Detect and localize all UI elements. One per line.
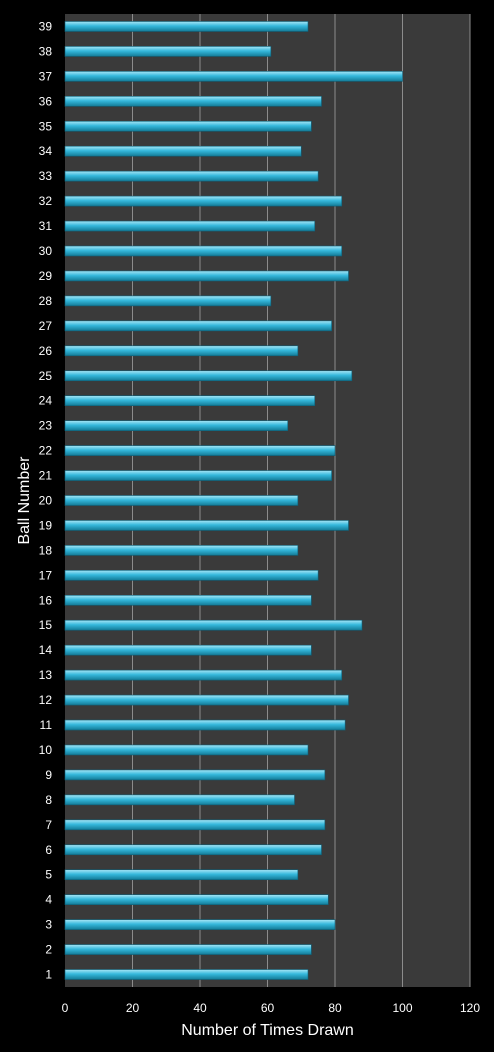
y-tick-label: 14 (39, 643, 53, 657)
y-tick-label: 17 (39, 568, 53, 582)
y-tick-label: 33 (39, 169, 53, 183)
y-tick-label: 7 (45, 818, 52, 832)
bar-ball-20 (64, 495, 299, 506)
y-tick-label: 22 (39, 444, 53, 458)
bar-ball-39 (64, 21, 309, 32)
bar-ball-35 (64, 120, 312, 132)
bar-ball-5 (64, 869, 299, 881)
y-tick-label: 6 (45, 843, 52, 857)
bar-ball-16 (64, 594, 312, 606)
x-tick-label: 40 (193, 1001, 207, 1015)
y-tick-label: 28 (39, 294, 53, 308)
y-tick-labels: 1234567891011121314151617181920212223242… (39, 19, 53, 981)
x-tick-label: 80 (328, 1001, 342, 1015)
y-tick-label: 2 (45, 943, 52, 957)
y-tick-label: 10 (39, 743, 53, 757)
bar-ball-14 (64, 644, 312, 656)
y-tick-label: 26 (39, 344, 53, 358)
y-tick-label: 11 (40, 718, 53, 732)
bar-ball-8 (64, 794, 295, 806)
bar-ball-11 (64, 719, 346, 731)
y-tick-label: 37 (39, 69, 53, 83)
y-tick-label: 1 (45, 968, 52, 982)
y-tick-label: 18 (39, 543, 53, 557)
bar-ball-3 (64, 919, 336, 930)
y-tick-label: 25 (39, 369, 53, 383)
bar-ball-33 (64, 170, 319, 182)
y-tick-label: 35 (39, 119, 53, 133)
bar-ball-38 (64, 46, 272, 57)
x-axis-title: Number of Times Drawn (181, 1022, 354, 1039)
bar-ball-37 (64, 71, 403, 82)
y-axis-title: Ball Number (16, 456, 33, 545)
bar-ball-30 (64, 245, 343, 257)
y-tick-label: 9 (45, 768, 52, 782)
x-tick-label: 20 (126, 1001, 140, 1015)
bar-ball-28 (64, 295, 272, 307)
y-tick-label: 38 (39, 44, 53, 58)
bar-ball-31 (64, 220, 316, 232)
bar-ball-19 (64, 520, 349, 531)
y-tick-label: 5 (45, 868, 52, 882)
y-tick-label: 3 (45, 918, 52, 932)
bar-ball-6 (64, 844, 322, 856)
bar-ball-1 (64, 969, 309, 980)
y-tick-label: 16 (39, 593, 53, 607)
y-tick-label: 19 (39, 518, 53, 532)
bar-ball-10 (64, 744, 309, 756)
bar-ball-22 (64, 445, 336, 456)
bar-ball-13 (64, 669, 343, 681)
y-tick-label: 30 (39, 244, 53, 258)
bar-ball-12 (64, 694, 349, 706)
y-tick-label: 20 (39, 494, 53, 508)
y-tick-label: 36 (39, 94, 53, 108)
bar-ball-2 (64, 944, 312, 955)
x-tick-label: 60 (261, 1001, 275, 1015)
bar-ball-27 (64, 320, 332, 332)
bar-ball-4 (64, 894, 329, 905)
y-tick-label: 13 (39, 668, 53, 682)
y-tick-label: 15 (39, 618, 53, 632)
y-tick-label: 4 (45, 893, 52, 907)
x-tick-labels: 0 20 40 60 80 100 120 (62, 1001, 481, 1015)
bar-ball-32 (64, 195, 343, 207)
bar-ball-34 (64, 145, 302, 157)
bar-ball-25 (64, 370, 353, 382)
bar-ball-15 (64, 619, 363, 631)
y-tick-label: 39 (39, 19, 53, 33)
bar-ball-7 (64, 819, 326, 831)
bar-ball-36 (64, 96, 322, 107)
x-tick-label: 100 (392, 1001, 412, 1015)
bars (64, 21, 403, 980)
y-tick-label: 31 (39, 219, 53, 233)
bar-ball-26 (64, 345, 299, 357)
y-tick-label: 27 (39, 319, 53, 333)
y-tick-label: 24 (39, 394, 53, 408)
bar-ball-24 (64, 395, 316, 407)
bar-ball-29 (64, 270, 349, 282)
bar-ball-18 (64, 545, 299, 556)
y-tick-label: 29 (39, 269, 53, 283)
y-tick-label: 32 (39, 194, 53, 208)
y-tick-label: 23 (39, 419, 53, 433)
bar-ball-21 (64, 470, 332, 481)
bar-ball-23 (64, 420, 289, 431)
bar-ball-17 (64, 570, 319, 581)
y-tick-label: 21 (39, 469, 53, 483)
y-tick-label: 8 (45, 793, 52, 807)
bar-ball-9 (64, 769, 326, 781)
x-tick-label: 0 (62, 1001, 69, 1015)
y-tick-label: 12 (39, 693, 53, 707)
x-tick-label: 120 (460, 1001, 480, 1015)
y-tick-label: 34 (39, 144, 53, 158)
